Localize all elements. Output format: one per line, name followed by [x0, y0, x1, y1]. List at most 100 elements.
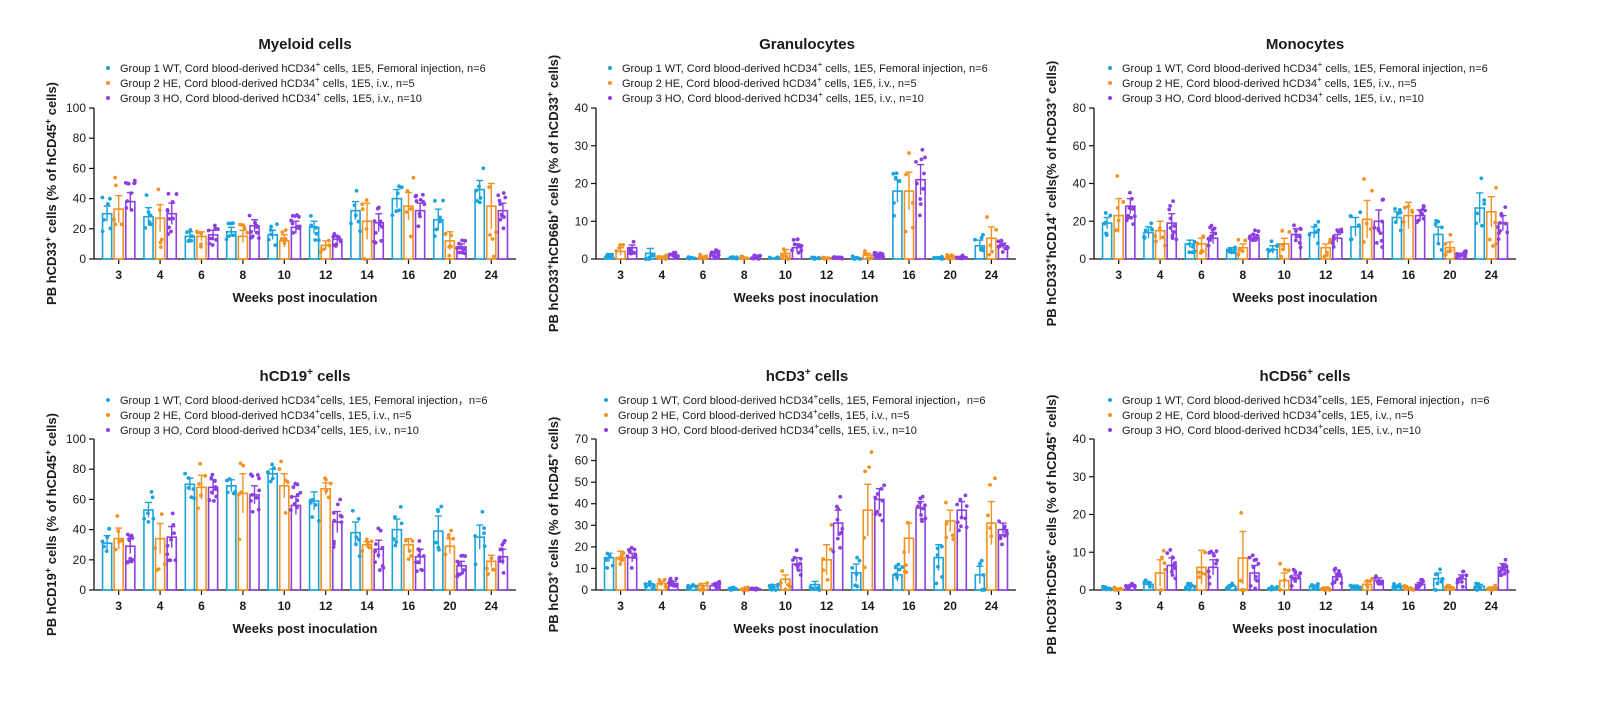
data-point: [1315, 584, 1319, 589]
data-point: [1331, 234, 1336, 239]
data-point: [100, 539, 105, 544]
data-point: [1127, 206, 1132, 210]
y-tick-label: 30: [1073, 470, 1087, 484]
data-point: [277, 467, 282, 471]
data-point: [1123, 583, 1128, 588]
data-point: [1487, 237, 1492, 242]
data-point: [1348, 237, 1353, 242]
data-point: [1475, 588, 1480, 592]
data-point: [964, 504, 969, 508]
data-point: [198, 461, 203, 466]
x-tick-label: 6: [198, 268, 205, 282]
data-point: [331, 545, 336, 549]
x-tick-label: 14: [861, 268, 875, 282]
data-point: [253, 220, 257, 225]
data-point: [629, 545, 634, 550]
data-point: [447, 253, 452, 258]
data-point: [174, 192, 179, 196]
data-point: [457, 250, 462, 255]
data-point: [100, 195, 105, 200]
data-point: [878, 512, 882, 517]
data-point: [393, 543, 398, 548]
data-point: [1380, 219, 1385, 224]
data-point: [156, 187, 161, 192]
data-point: [317, 518, 321, 523]
data-point: [915, 504, 920, 509]
data-point: [906, 520, 910, 525]
data-point: [605, 565, 610, 570]
data-point: [289, 508, 293, 512]
data-point: [1493, 220, 1498, 225]
data-point: [379, 239, 384, 243]
data-point: [625, 554, 630, 559]
data-point: [1207, 575, 1212, 580]
data-point: [919, 513, 923, 517]
data-point: [1236, 237, 1241, 242]
data-point: [1143, 228, 1148, 233]
data-point: [1459, 579, 1464, 584]
data-point: [854, 572, 859, 577]
data-point: [986, 513, 990, 518]
data-point: [798, 572, 803, 577]
data-point: [1494, 185, 1498, 190]
y-tick-label: 20: [73, 553, 87, 567]
y-tick-label: 0: [1079, 583, 1086, 597]
data-point: [321, 247, 326, 252]
data-point: [162, 562, 167, 567]
data-point: [157, 208, 162, 213]
data-point: [980, 588, 984, 592]
data-point: [1298, 571, 1302, 576]
data-point: [150, 495, 155, 500]
data-point: [662, 577, 667, 582]
data-point: [643, 257, 648, 261]
data-point: [632, 251, 637, 255]
data-point: [409, 207, 413, 211]
data-point: [893, 175, 898, 180]
data-point: [1118, 586, 1123, 591]
legend-entry-group-2: Group 2 HE, Cord blood-derived hCD34+ ce…: [622, 75, 917, 90]
data-point: [209, 475, 214, 480]
data-point: [482, 531, 486, 536]
data-point: [1461, 569, 1465, 574]
x-tick-label: 3: [617, 268, 624, 282]
data-point: [399, 521, 404, 526]
data-point: [911, 225, 915, 230]
legend-entry-group-1: Group 1 WT, Cord blood-derived hCD34+ ce…: [1122, 60, 1488, 75]
bar-group-1-wt: [308, 500, 320, 591]
data-point: [1161, 548, 1166, 553]
data-point: [1203, 572, 1208, 576]
data-point: [1230, 581, 1235, 586]
data-point: [1269, 239, 1274, 244]
data-point: [837, 532, 842, 536]
data-point: [1253, 574, 1258, 579]
data-point: [310, 515, 315, 519]
legend-entry-group-1: Group 1 WT, Cord blood-derived hCD34+ ce…: [622, 60, 988, 75]
data-point: [108, 226, 113, 231]
data-point: [780, 569, 785, 573]
data-point: [1255, 234, 1260, 238]
x-tick-label: 12: [319, 599, 333, 613]
data-point: [1142, 236, 1147, 240]
x-tick-label: 12: [1319, 268, 1333, 282]
data-point: [647, 257, 652, 261]
y-tick-label: 40: [1073, 432, 1087, 446]
x-tick-label: 20: [944, 599, 958, 613]
data-point: [1439, 247, 1444, 252]
data-point: [500, 213, 504, 218]
data-point: [691, 583, 696, 587]
data-point: [1149, 221, 1154, 226]
data-point: [1107, 586, 1112, 591]
data-point: [199, 493, 203, 498]
data-point: [1320, 586, 1324, 591]
data-point: [158, 245, 163, 250]
data-point: [460, 250, 465, 255]
data-point: [496, 193, 501, 198]
data-point: [896, 562, 901, 567]
legend-marker-group-2: [1108, 81, 1112, 85]
data-point: [1337, 569, 1341, 573]
x-tick-label: 24: [985, 599, 999, 613]
x-tick-label: 16: [1402, 268, 1416, 282]
data-point: [875, 492, 880, 496]
data-point: [607, 555, 612, 559]
data-point: [473, 534, 478, 538]
